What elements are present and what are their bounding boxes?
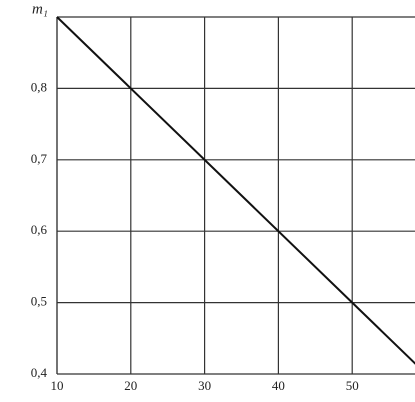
data-line: [56, 16, 415, 365]
y-tick-label: 0,7: [31, 151, 48, 166]
y-tick-label: 0,5: [31, 294, 47, 309]
x-tick-label: 10: [51, 378, 64, 393]
x-tick-label: 30: [198, 378, 211, 393]
y-tick-label: 0,6: [31, 222, 48, 237]
x-tick-label: 20: [124, 378, 137, 393]
x-tick-label: 40: [272, 378, 285, 393]
x-tick-label: 50: [346, 378, 359, 393]
y-tick-label: 0,4: [31, 365, 48, 380]
y-tick-label: 0,8: [31, 79, 47, 94]
y-axis-label: m₁: [32, 1, 48, 17]
